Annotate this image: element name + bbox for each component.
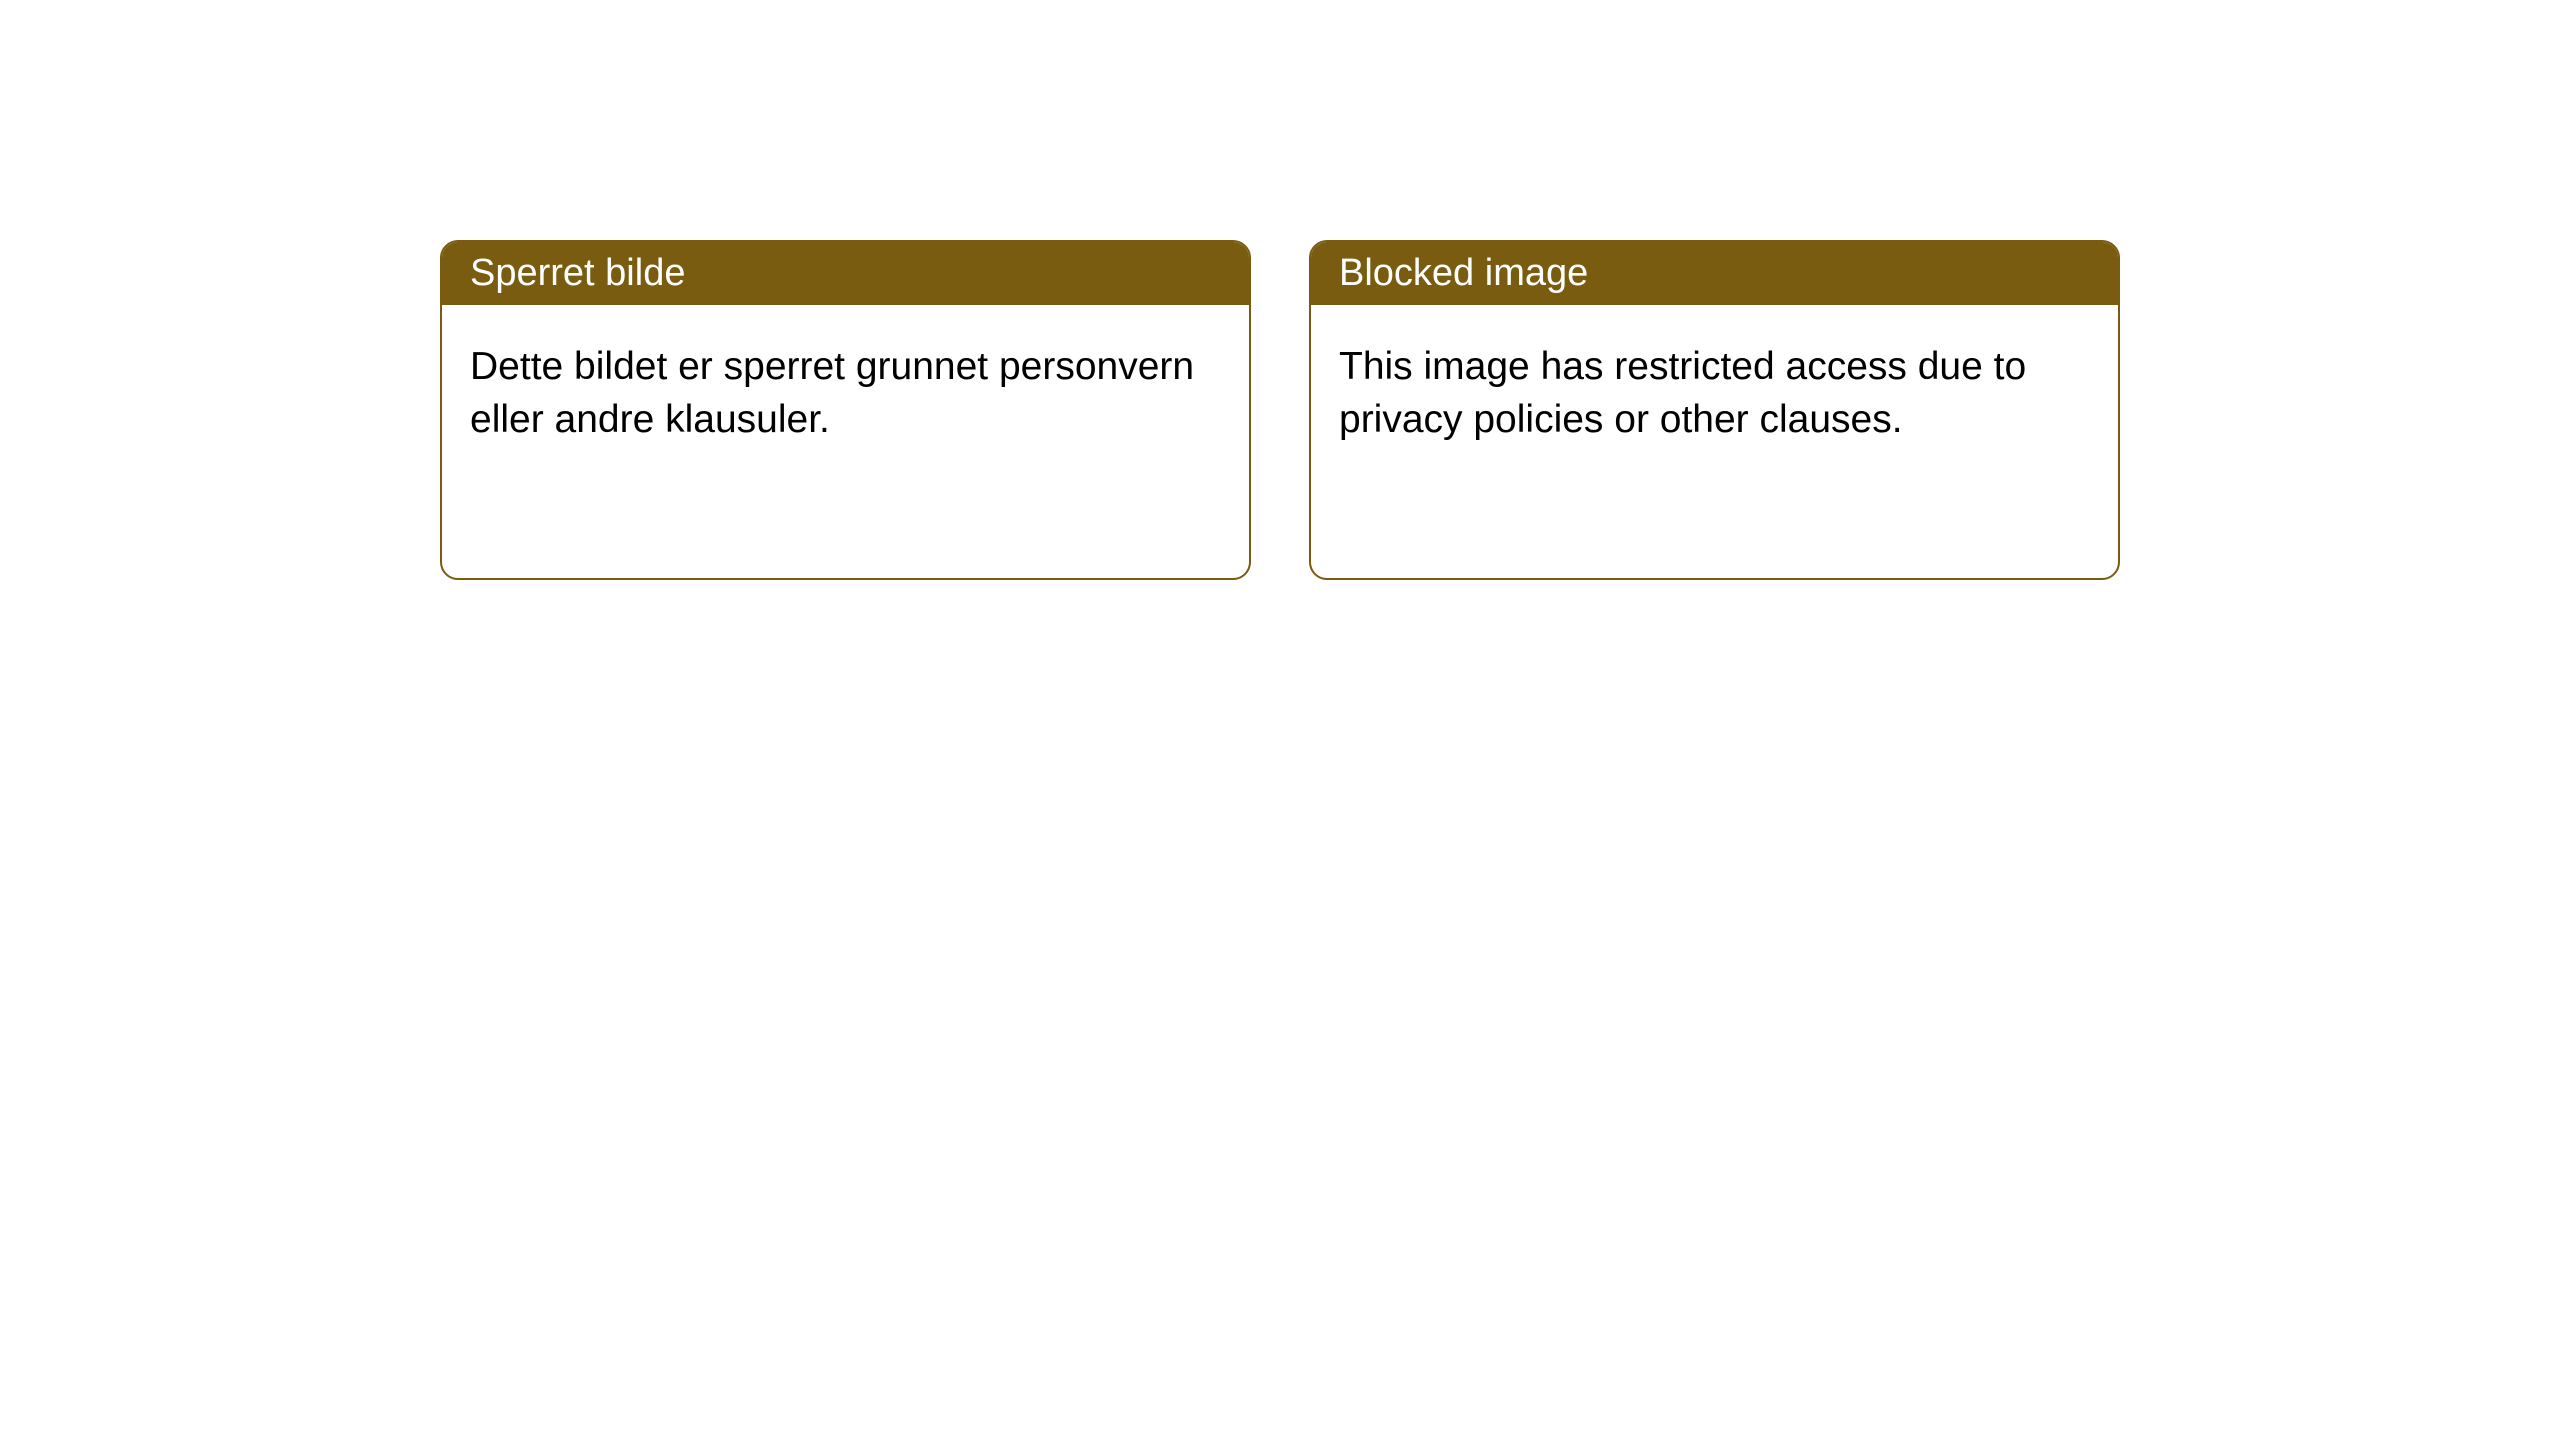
notice-card-english: Blocked image This image has restricted … [1309, 240, 2120, 580]
notice-card-title: Sperret bilde [442, 242, 1249, 305]
notice-card-body: This image has restricted access due to … [1311, 305, 2118, 482]
notice-card-norwegian: Sperret bilde Dette bildet er sperret gr… [440, 240, 1251, 580]
notice-container: Sperret bilde Dette bildet er sperret gr… [440, 240, 2120, 580]
notice-card-title: Blocked image [1311, 242, 2118, 305]
notice-card-body: Dette bildet er sperret grunnet personve… [442, 305, 1249, 482]
